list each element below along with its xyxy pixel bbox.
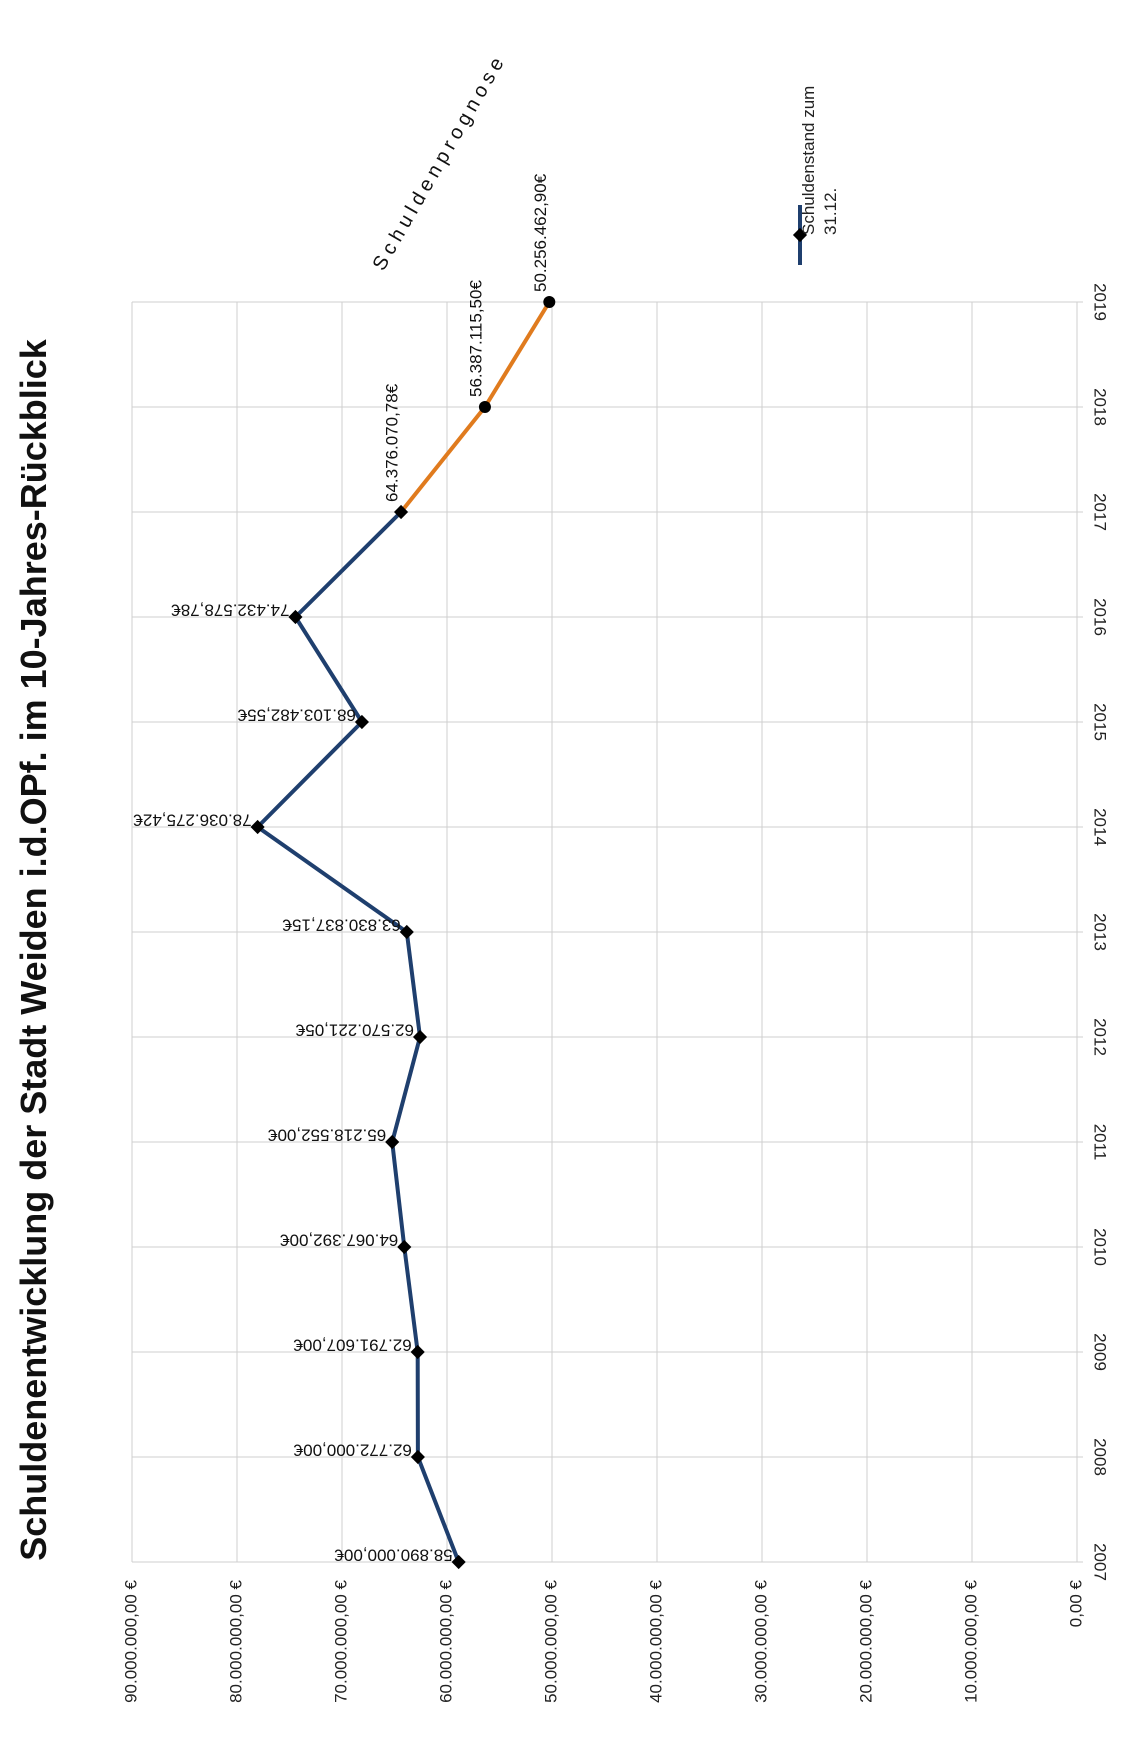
value-tick-label: 90.000.000,00 €: [121, 1579, 140, 1702]
data-label: 63.830.837,15€: [282, 916, 401, 935]
data-point: [451, 1554, 466, 1570]
data-label: 68.103.482,55€: [237, 706, 356, 725]
forecast-annotation: Schuldenprognose: [369, 50, 511, 275]
year-tick-label: 2019: [1091, 283, 1110, 321]
data-label: 56.387.115,50€: [466, 280, 485, 397]
data-point: [393, 504, 409, 520]
data-label: 74.432.578,78€: [171, 601, 290, 620]
data-label: 62.570.221,05€: [295, 1021, 414, 1040]
data-label: 78.036.275,42€: [133, 811, 252, 830]
value-tick-label: 20.000.000,00 €: [856, 1579, 875, 1702]
year-tick-label: 2007: [1091, 1543, 1110, 1581]
value-tick-label: 40.000.000,00 €: [646, 1579, 665, 1702]
year-tick-label: 2009: [1091, 1333, 1110, 1371]
data-label: 62.791.607,00€: [293, 1336, 412, 1355]
chart-title: Schuldenentwicklung der Stadt Weiden i.d…: [13, 338, 54, 1561]
grid-lines: [131, 301, 1083, 1563]
data-label: 58.890.000,00€: [334, 1546, 453, 1565]
data-point: [543, 296, 556, 308]
data-point: [410, 1344, 425, 1360]
data-point: [250, 819, 265, 835]
legend: Schuldenstand zum 31.12.: [792, 86, 840, 265]
axis-tick-labels: 0,00 € 10.000.000,00 € 20.000.000,00 € 30.0…: [121, 283, 1109, 1703]
year-tick-label: 2011: [1091, 1124, 1110, 1161]
data-label: 62.772.000,00€: [293, 1441, 412, 1460]
year-tick-label: 2018: [1091, 388, 1110, 426]
data-points: [250, 296, 556, 1570]
year-tick-label: 2013: [1091, 913, 1110, 951]
legend-marker: [792, 227, 808, 243]
year-tick-label: 2014: [1091, 808, 1110, 846]
value-tick-label: 0,00 €: [1066, 1579, 1085, 1627]
value-tick-label: 80.000.000,00 €: [226, 1579, 245, 1702]
year-tick-label: 2010: [1091, 1228, 1110, 1266]
data-point: [399, 924, 414, 940]
data-point: [412, 1029, 428, 1045]
legend-label-continued: 31.12.: [821, 188, 840, 235]
value-tick-label: 10.000.000,00 €: [961, 1579, 980, 1702]
value-tick-label: 30.000.000,00 €: [751, 1579, 770, 1702]
data-label: 65.218.552,00€: [267, 1126, 386, 1145]
year-tick-label: 2012: [1091, 1018, 1110, 1056]
year-tick-label: 2008: [1091, 1438, 1110, 1476]
year-tick-label: 2017: [1091, 493, 1110, 531]
value-tick-label: 70.000.000,00 €: [331, 1579, 350, 1702]
data-point: [478, 401, 491, 413]
legend-label: Schuldenstand zum: [799, 86, 818, 235]
data-point: [410, 1449, 425, 1465]
data-label: 64.376.070,78€: [383, 383, 402, 502]
data-point: [354, 714, 369, 730]
data-label: 50.256.462,90€: [531, 173, 550, 292]
data-point: [385, 1134, 400, 1150]
year-tick-label: 2015: [1091, 703, 1110, 741]
data-labels: 58.890.000,00€ 62.772.000,00€ 62.791.607,0…: [133, 173, 550, 1564]
year-tick-label: 2016: [1091, 598, 1110, 636]
value-tick-label: 50.000.000,00 €: [541, 1579, 560, 1702]
data-point: [397, 1239, 412, 1255]
data-label: 64.067.392,00€: [280, 1231, 399, 1250]
value-tick-label: 60.000.000,00 €: [436, 1579, 455, 1702]
data-point: [288, 609, 303, 625]
